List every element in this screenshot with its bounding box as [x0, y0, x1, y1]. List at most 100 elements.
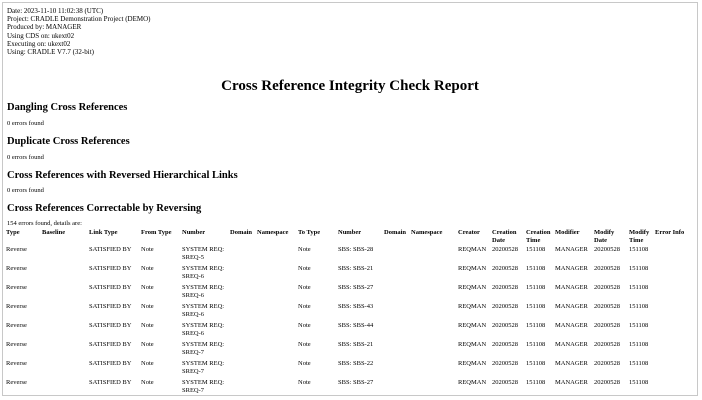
cell-from-number: SYSTEM REQ: SREQ-7 — [182, 379, 225, 394]
table-row: Reverse SATISFIED BY Note SYSTEM REQ: SREQ-… — [5, 265, 695, 284]
cell-to-type: Note — [298, 303, 311, 310]
cell-link-type: SATISFIED BY — [89, 341, 132, 348]
cell-to-type: Note — [298, 265, 311, 272]
cell-to-number: SBS: SBS-21 — [338, 265, 374, 272]
cell-type: Reverse — [6, 379, 27, 386]
table-row: Reverse SATISFIED BY Note SYSTEM REQ: SREQ-… — [5, 322, 695, 341]
col-header-type: Type — [6, 229, 20, 236]
cell-modify-time: 151108 — [629, 379, 649, 386]
table-row: Reverse SATISFIED BY Note SYSTEM REQ: SREQ-… — [5, 284, 695, 303]
cell-creator: REQMAN — [458, 360, 487, 367]
meta-using: Using: CRADLE V7.7 (32-bit) — [7, 48, 94, 57]
cell-creator: REQMAN — [458, 379, 487, 386]
col-header-to-number: Number — [338, 229, 362, 236]
section-count-reversed-hierarchical: 0 errors found — [7, 187, 44, 194]
cell-to-number: SBS: SBS-28 — [338, 246, 374, 253]
cell-from-namespace — [256, 284, 297, 303]
cell-creator: REQMAN — [458, 246, 487, 253]
cell-to-number: SBS: SBS-22 — [338, 360, 374, 367]
cell-link-type: SATISFIED BY — [89, 322, 132, 329]
section-heading-reversed-hierarchical: Cross References with Reversed Hierarchi… — [7, 170, 238, 181]
cell-error-info — [654, 303, 695, 322]
cell-modifier: MANAGER — [555, 265, 588, 272]
cell-to-domain — [383, 265, 410, 284]
col-header-creator: Creator — [458, 229, 480, 236]
cell-from-namespace — [256, 303, 297, 322]
cell-type: Reverse — [6, 303, 27, 310]
cell-modify-date: 20200528 — [594, 360, 620, 367]
cell-from-domain — [229, 322, 256, 341]
cell-to-domain — [383, 284, 410, 303]
col-header-from-type: From Type — [141, 229, 172, 236]
table-row: Reverse SATISFIED BY Note SYSTEM REQ: SREQ-… — [5, 360, 695, 379]
cell-from-number: SYSTEM REQ: SREQ-6 — [182, 322, 225, 337]
cell-type: Reverse — [6, 284, 27, 291]
cell-creation-time: 151108 — [526, 360, 546, 367]
cell-creation-date: 20200528 — [492, 322, 518, 329]
cell-to-domain — [383, 360, 410, 379]
cell-creation-time: 151108 — [526, 379, 546, 386]
cell-type: Reverse — [6, 360, 27, 367]
cell-creation-date: 20200528 — [492, 246, 518, 253]
cell-creation-date: 20200528 — [492, 379, 518, 386]
cell-from-type: Note — [141, 246, 154, 253]
cell-error-info — [654, 246, 695, 265]
cell-baseline — [41, 303, 88, 322]
cell-from-namespace — [256, 322, 297, 341]
cell-creation-time: 151108 — [526, 303, 546, 310]
col-header-from-namespace: Namespace — [257, 229, 289, 236]
meta-using-cds: Using CDS on: ukext02 — [7, 31, 75, 40]
cell-modify-time: 151108 — [629, 341, 649, 348]
cell-to-namespace — [410, 322, 457, 341]
table-row: Reverse SATISFIED BY Note SYSTEM REQ: SREQ-… — [5, 379, 695, 395]
col-header-modify-time: Modify Time — [629, 229, 650, 244]
cell-from-domain — [229, 265, 256, 284]
cell-error-info — [654, 360, 695, 379]
cell-modify-time: 151108 — [629, 360, 649, 367]
cell-to-number: SBS: SBS-21 — [338, 341, 374, 348]
cell-creator: REQMAN — [458, 265, 487, 272]
cell-from-namespace — [256, 360, 297, 379]
col-header-creation-date: Creation Date — [492, 229, 517, 244]
report-title: Cross Reference Integrity Check Report — [221, 78, 479, 94]
cell-modify-time: 151108 — [629, 303, 649, 310]
table-row: Reverse SATISFIED BY Note SYSTEM REQ: SREQ-… — [5, 341, 695, 360]
cell-error-info — [654, 265, 695, 284]
cell-link-type: SATISFIED BY — [89, 265, 132, 272]
col-header-baseline: Baseline — [42, 229, 66, 236]
cell-from-namespace — [256, 341, 297, 360]
cell-to-number: SBS: SBS-27 — [338, 379, 374, 386]
cell-modify-date: 20200528 — [594, 265, 620, 272]
cell-from-type: Note — [141, 360, 154, 367]
cell-from-type: Note — [141, 322, 154, 329]
col-header-to-namespace: Namespace — [411, 229, 443, 236]
cell-to-type: Note — [298, 360, 311, 367]
cell-to-namespace — [410, 284, 457, 303]
meta-produced-by: Produced by: MANAGER — [7, 23, 82, 32]
cell-creation-time: 151108 — [526, 322, 546, 329]
cell-link-type: SATISFIED BY — [89, 246, 132, 253]
cell-error-info — [654, 379, 695, 395]
cell-modifier: MANAGER — [555, 341, 588, 348]
cell-from-domain — [229, 246, 256, 265]
cell-modify-time: 151108 — [629, 246, 649, 253]
cell-link-type: SATISFIED BY — [89, 303, 132, 310]
cell-to-type: Note — [298, 379, 311, 386]
cell-to-number: SBS: SBS-27 — [338, 284, 374, 291]
cell-from-type: Note — [141, 303, 154, 310]
cell-creator: REQMAN — [458, 322, 487, 329]
col-header-creation-time: Creation Time — [526, 229, 551, 244]
cell-modify-time: 151108 — [629, 284, 649, 291]
section-count-dangling: 0 errors found — [7, 120, 44, 127]
cell-link-type: SATISFIED BY — [89, 360, 132, 367]
cell-from-domain — [229, 284, 256, 303]
cell-type: Reverse — [6, 322, 27, 329]
cell-error-info — [654, 322, 695, 341]
cell-to-number: SBS: SBS-44 — [338, 322, 374, 329]
cell-to-domain — [383, 379, 410, 395]
cell-to-namespace — [410, 341, 457, 360]
col-header-from-domain: Domain — [230, 229, 253, 236]
cell-from-number: SYSTEM REQ: SREQ-6 — [182, 265, 225, 280]
cell-to-namespace — [410, 265, 457, 284]
cell-creation-date: 20200528 — [492, 360, 518, 367]
